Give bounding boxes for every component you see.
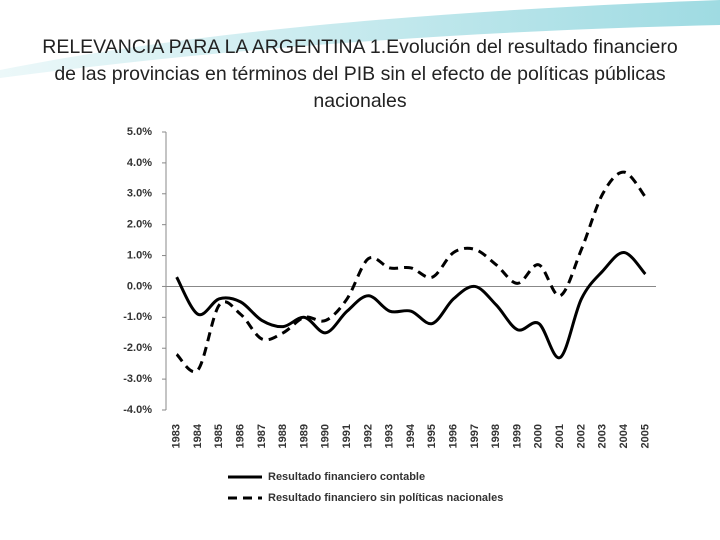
x-tick-label: 1992 bbox=[362, 424, 374, 448]
y-tick-label: -1.0% bbox=[123, 311, 152, 323]
x-tick-label: 1987 bbox=[256, 424, 268, 448]
y-tick-label: 0.0% bbox=[127, 280, 152, 292]
x-tick-label: 1995 bbox=[426, 424, 438, 448]
x-tick-label: 1985 bbox=[213, 424, 225, 448]
y-tick-label: 3.0% bbox=[127, 188, 152, 200]
legend-label: Resultado financiero sin políticas nacio… bbox=[268, 492, 503, 504]
y-tick-label: 2.0% bbox=[127, 219, 152, 231]
x-tick-label: 1983 bbox=[171, 424, 183, 448]
x-tick-label: 2002 bbox=[575, 424, 587, 448]
x-tick-label: 1993 bbox=[384, 424, 396, 448]
x-tick-label: 1999 bbox=[511, 424, 523, 448]
y-tick-label: -3.0% bbox=[123, 373, 152, 385]
decor-wave bbox=[0, 0, 720, 78]
x-tick-label: 1994 bbox=[405, 423, 417, 448]
legend-label: Resultado financiero contable bbox=[268, 471, 425, 483]
x-tick-label: 1988 bbox=[277, 424, 289, 448]
x-tick-label: 1984 bbox=[192, 423, 204, 448]
slide-title: RELEVANCIA PARA LA ARGENTINA 1.Evolución… bbox=[42, 36, 678, 112]
y-tick-label: 5.0% bbox=[127, 126, 152, 138]
series-line bbox=[175, 250, 647, 360]
x-tick-label: 1989 bbox=[298, 424, 310, 448]
y-tick-label: 4.0% bbox=[127, 157, 152, 169]
series-line bbox=[175, 170, 647, 374]
x-tick-label: 2003 bbox=[597, 424, 609, 448]
x-tick-label: 2004 bbox=[618, 423, 630, 448]
x-tick-label: 1997 bbox=[469, 424, 481, 448]
y-tick-label: -4.0% bbox=[123, 404, 152, 416]
x-tick-label: 1991 bbox=[341, 424, 353, 448]
x-tick-label: 1986 bbox=[234, 424, 246, 448]
x-tick-label: 1990 bbox=[320, 424, 332, 448]
x-tick-label: 2000 bbox=[533, 424, 545, 448]
y-tick-label: -2.0% bbox=[123, 342, 152, 354]
x-tick-label: 2005 bbox=[639, 424, 651, 448]
plot-area bbox=[166, 128, 656, 412]
x-tick-label: 1996 bbox=[448, 424, 460, 448]
y-tick-label: 1.0% bbox=[127, 249, 152, 261]
x-tick-label: 1998 bbox=[490, 424, 502, 448]
x-tick-label: 2001 bbox=[554, 424, 566, 448]
